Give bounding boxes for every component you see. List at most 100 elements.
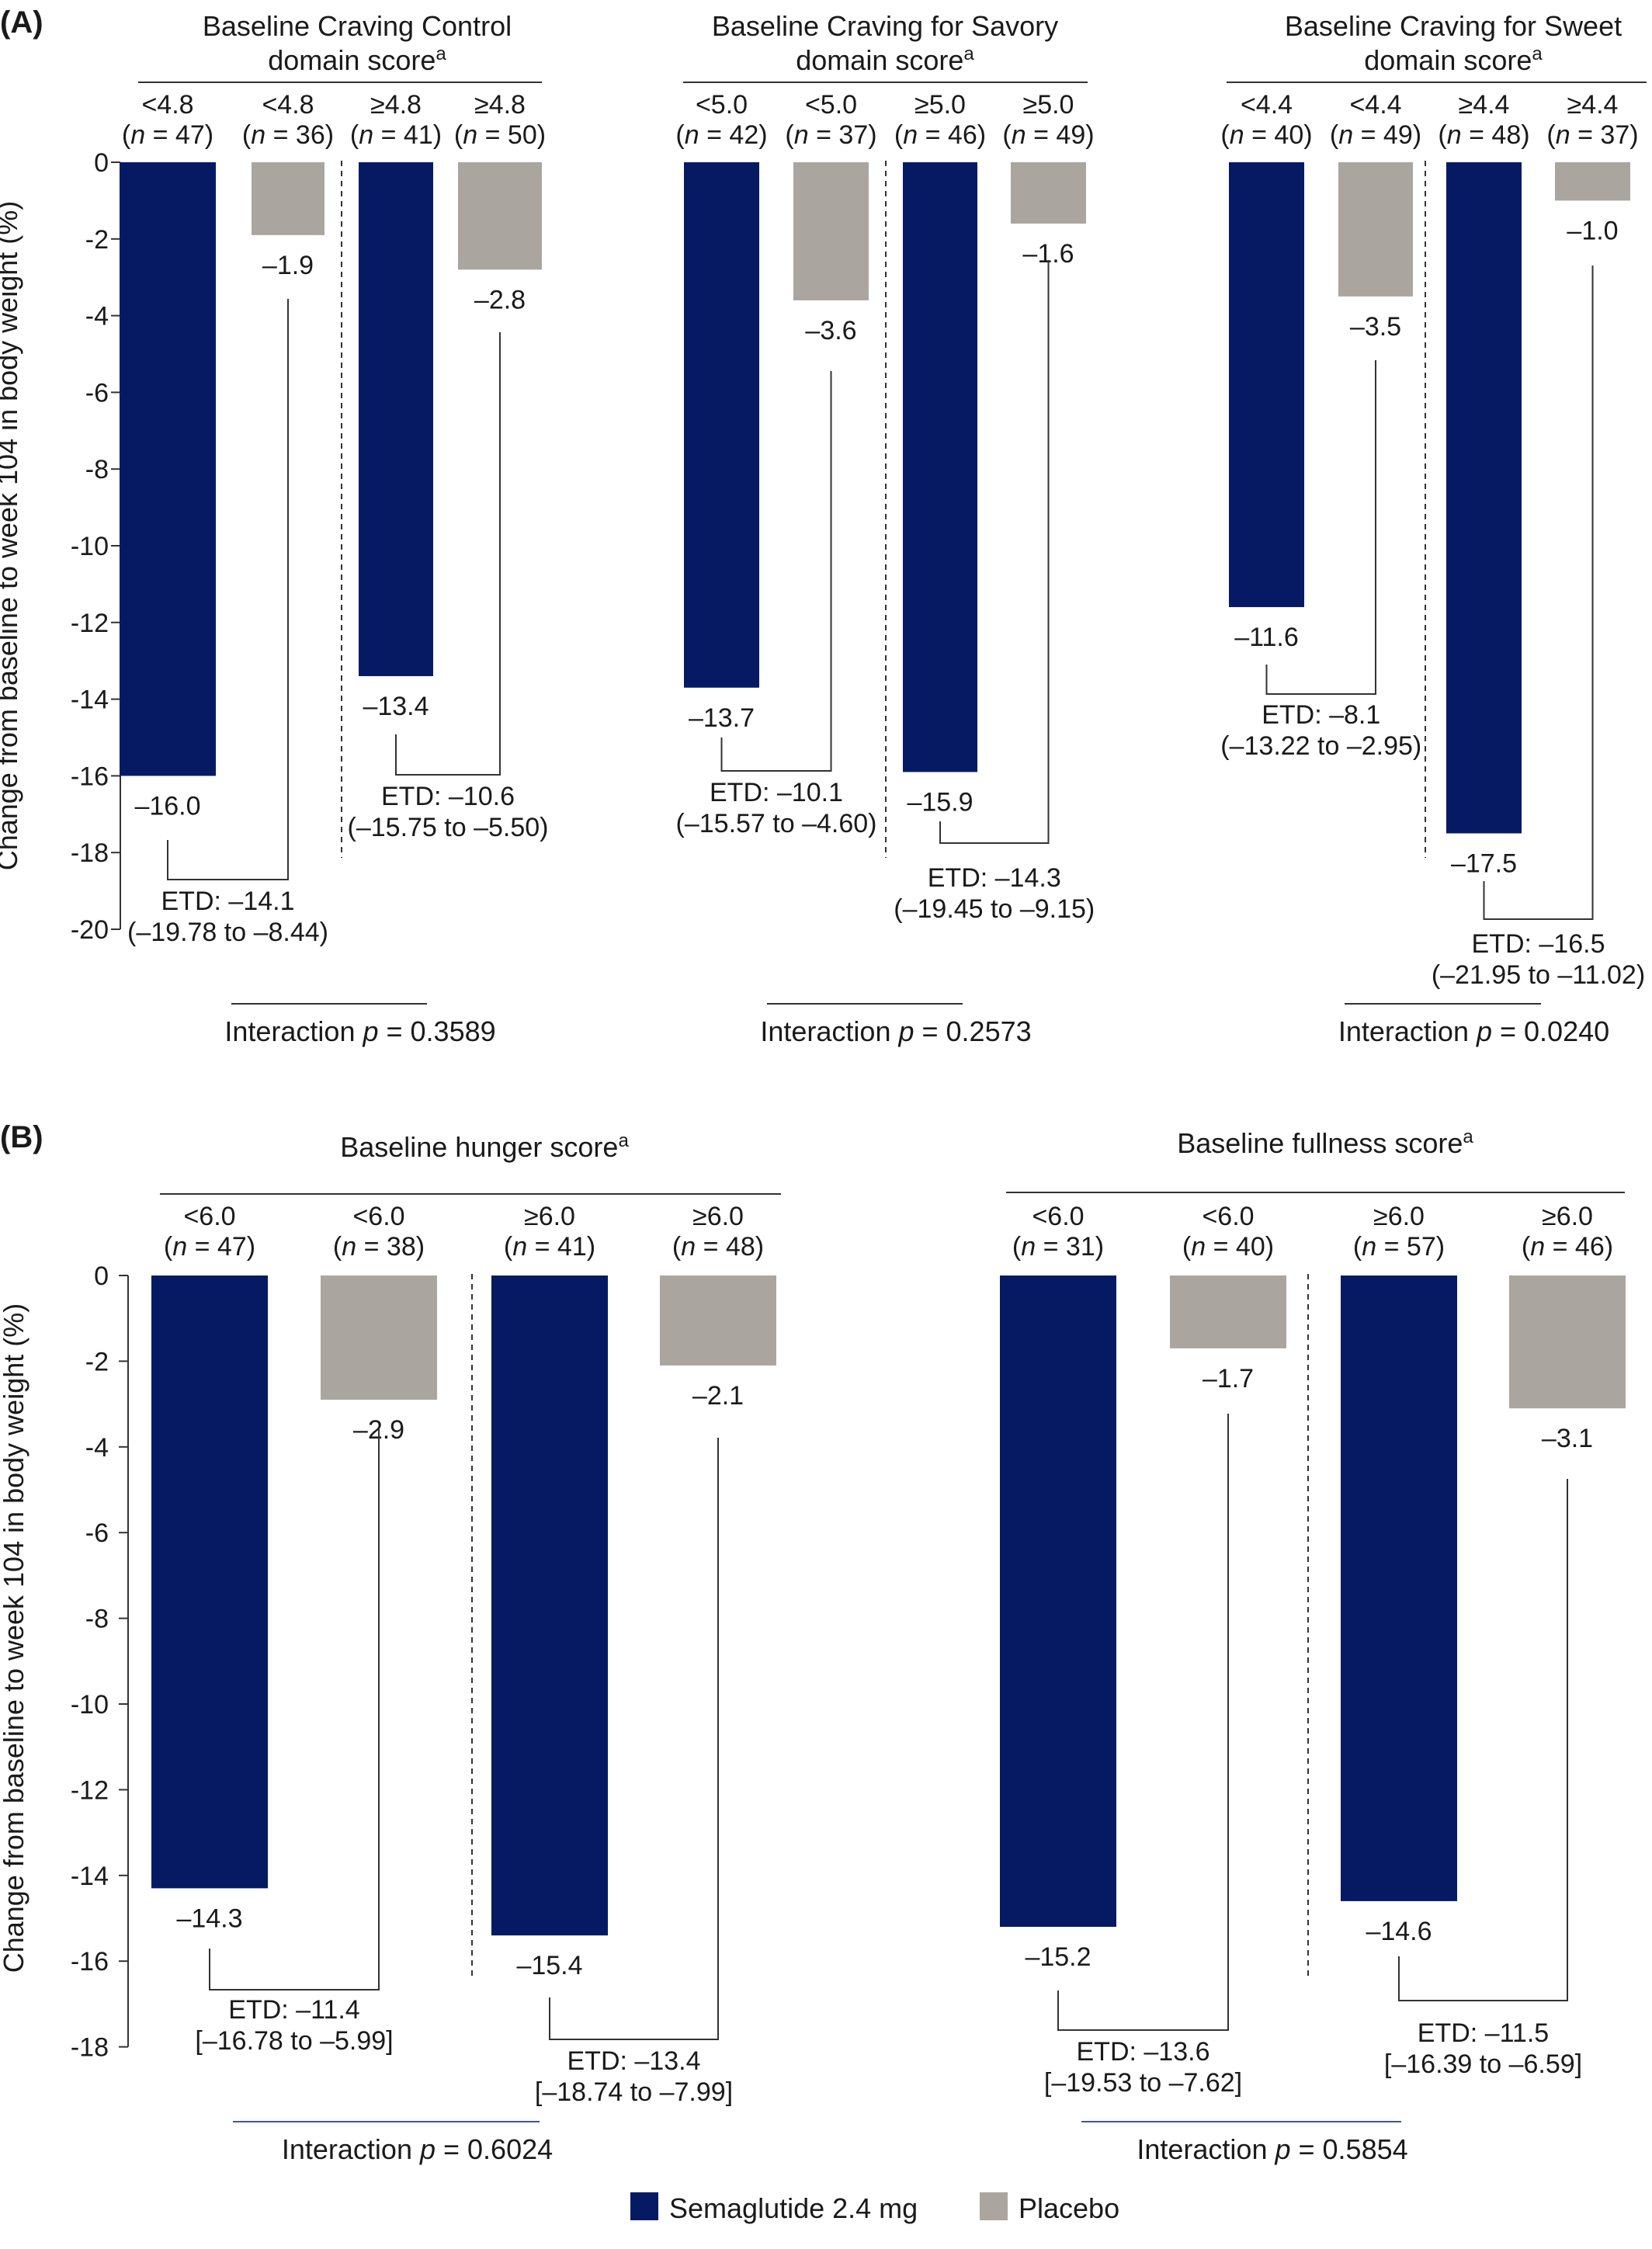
legend-swatch-semaglutide xyxy=(630,2192,658,2220)
etd-label: ETD: –11.5 xyxy=(1418,2018,1549,2048)
y-tick-label: -10 xyxy=(71,532,109,561)
bar-value-label: –14.3 xyxy=(176,1904,242,1933)
etd-ci-label: [–16.39 to –6.59] xyxy=(1384,2049,1582,2079)
placebo-bar xyxy=(1338,162,1413,297)
placebo-bar xyxy=(1011,162,1086,224)
etd-label: ETD: –13.6 xyxy=(1077,2037,1210,2067)
semaglutide-bar xyxy=(151,1275,268,1889)
placebo-bar xyxy=(1170,1275,1286,1348)
etd-bracket xyxy=(395,332,501,776)
etd-bracket xyxy=(1265,360,1376,695)
bar-value-label: –16.0 xyxy=(134,791,200,821)
category-label: <6.0 xyxy=(352,1202,404,1231)
placebo-bar xyxy=(1509,1275,1626,1409)
y-tick-label: -8 xyxy=(85,455,109,484)
category-label: <6.0 xyxy=(1032,1202,1084,1231)
category-label: ≥4.4 xyxy=(1459,90,1510,120)
semaglutide-bar xyxy=(359,162,433,676)
category-label: ≥5.0 xyxy=(914,90,966,120)
n-label: (n = 41) xyxy=(350,120,442,150)
etd-bracket xyxy=(1398,1479,1568,2001)
etd-label: ETD: –14.3 xyxy=(928,863,1061,893)
etd-bracket xyxy=(209,1428,380,1990)
n-label: (n = 42) xyxy=(675,120,767,150)
y-axis-title: Change from baseline to week 104 in body… xyxy=(0,201,23,871)
group-title: Baseline Craving for Sweet xyxy=(1285,10,1622,42)
semaglutide-bar xyxy=(1229,162,1304,608)
y-tick-label: -4 xyxy=(85,1433,109,1463)
semaglutide-bar xyxy=(1000,1275,1116,1928)
y-tick-label: -4 xyxy=(85,302,109,331)
bar-value-label: –3.1 xyxy=(1542,1424,1593,1453)
category-label: <6.0 xyxy=(183,1202,235,1231)
y-tick-label: -14 xyxy=(71,685,109,715)
bar-value-label: –13.7 xyxy=(689,703,755,733)
legend-swatch-placebo xyxy=(980,2192,1008,2220)
category-label: ≥6.0 xyxy=(692,1202,744,1231)
n-label: (n = 37) xyxy=(1546,120,1638,150)
semaglutide-bar xyxy=(491,1275,608,1936)
interaction-p-label: Interaction p = 0.6024 xyxy=(282,2133,553,2165)
etd-label: ETD: –10.1 xyxy=(710,778,843,807)
category-label: <4.8 xyxy=(262,90,314,120)
etd-ci-label: [–16.78 to –5.99] xyxy=(195,2026,393,2056)
etd-bracket xyxy=(1057,1414,1229,2031)
etd-ci-label: (–13.22 to –2.95) xyxy=(1220,731,1421,761)
category-label: <4.4 xyxy=(1349,90,1401,120)
placebo-bar xyxy=(1555,162,1630,201)
category-label: <5.0 xyxy=(696,90,748,120)
y-tick-label: -18 xyxy=(71,838,109,868)
panel-label: (A) xyxy=(0,5,43,40)
n-label: (n = 46) xyxy=(894,120,986,150)
interaction-p-label: Interaction p = 0.5854 xyxy=(1137,2133,1407,2165)
bar-value-label: –3.5 xyxy=(1350,312,1401,342)
bar-value-label: –15.2 xyxy=(1025,1942,1091,1972)
bar-value-label: –1.9 xyxy=(262,251,314,280)
y-axis-title: Change from baseline to week 104 in body… xyxy=(0,1303,30,1973)
panel-label: (B) xyxy=(0,1120,43,1154)
category-label: ≥4.8 xyxy=(474,90,526,120)
y-tick-label: -12 xyxy=(71,1775,109,1805)
group-title: domain scorea xyxy=(268,43,446,77)
etd-label: ETD: –10.6 xyxy=(381,782,515,811)
etd-ci-label: (–21.95 to –11.02) xyxy=(1432,960,1645,990)
bar-value-label: –17.5 xyxy=(1451,849,1517,879)
interaction-p-label: Interaction p = 0.2573 xyxy=(760,1015,1031,1047)
bar-value-label: –13.4 xyxy=(363,692,429,721)
bar-value-label: –15.4 xyxy=(516,1951,582,1980)
etd-ci-label: (–15.57 to –4.60) xyxy=(676,809,877,838)
etd-label: ETD: –14.1 xyxy=(161,887,295,916)
n-label: (n = 47) xyxy=(164,1232,255,1262)
etd-bracket xyxy=(720,371,832,772)
bar-value-label: –15.9 xyxy=(907,787,973,817)
n-label: (n = 46) xyxy=(1522,1232,1613,1262)
y-tick-label: 0 xyxy=(94,148,109,178)
n-label: (n = 40) xyxy=(1182,1232,1274,1262)
n-label: (n = 41) xyxy=(504,1232,595,1262)
placebo-bar xyxy=(660,1275,776,1366)
interaction-p-label: Interaction p = 0.3589 xyxy=(224,1015,495,1047)
legend-label: Placebo xyxy=(1019,2192,1119,2224)
etd-ci-label: (–19.45 to –9.15) xyxy=(894,894,1095,924)
etd-bracket xyxy=(167,299,289,880)
y-tick-label: -6 xyxy=(85,1518,109,1548)
group-title: Baseline Craving for Savory xyxy=(712,10,1058,42)
n-label: (n = 37) xyxy=(785,120,876,150)
y-tick-label: -6 xyxy=(85,378,109,408)
y-tick-label: -18 xyxy=(71,2033,109,2063)
etd-label: ETD: –11.4 xyxy=(228,1995,359,2025)
etd-bracket xyxy=(1483,266,1594,920)
y-tick-label: -16 xyxy=(71,762,109,791)
n-label: (n = 36) xyxy=(242,120,334,150)
y-tick-label: 0 xyxy=(94,1262,109,1291)
semaglutide-bar xyxy=(120,162,216,776)
y-tick-label: -16 xyxy=(71,1947,109,1977)
y-tick-label: -2 xyxy=(85,1347,109,1376)
category-label: ≥6.0 xyxy=(524,1202,575,1231)
n-label: (n = 38) xyxy=(333,1232,425,1262)
bar-value-label: –2.1 xyxy=(692,1381,744,1411)
group-title: Baseline fullness scorea xyxy=(1177,1126,1473,1160)
bar-value-label: –1.0 xyxy=(1567,216,1618,245)
group-title: Baseline Craving Control xyxy=(203,10,512,42)
placebo-bar xyxy=(321,1275,437,1400)
